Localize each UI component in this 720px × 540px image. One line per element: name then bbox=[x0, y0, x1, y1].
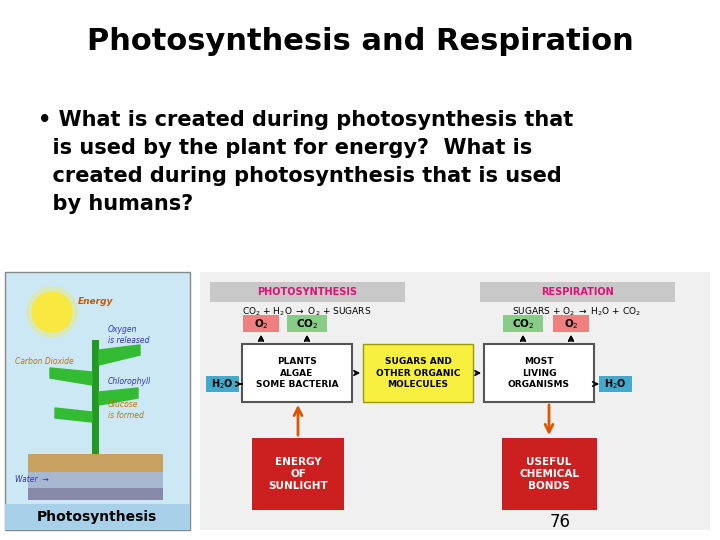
Text: Glucose
is formed: Glucose is formed bbox=[108, 400, 144, 420]
Text: CO$_2$ + H$_2$O $\rightarrow$ O$_2$ + SUGARS: CO$_2$ + H$_2$O $\rightarrow$ O$_2$ + SU… bbox=[243, 306, 372, 318]
Text: CO$_2$: CO$_2$ bbox=[512, 317, 534, 331]
Polygon shape bbox=[99, 345, 140, 365]
FancyBboxPatch shape bbox=[484, 344, 594, 402]
Text: 76: 76 bbox=[549, 513, 570, 531]
Text: Energy: Energy bbox=[78, 298, 114, 307]
FancyBboxPatch shape bbox=[502, 438, 597, 510]
FancyBboxPatch shape bbox=[599, 376, 632, 392]
Text: USEFUL
CHEMICAL
BONDS: USEFUL CHEMICAL BONDS bbox=[519, 457, 579, 491]
Polygon shape bbox=[50, 368, 92, 385]
Text: RESPIRATION: RESPIRATION bbox=[541, 287, 613, 297]
FancyBboxPatch shape bbox=[28, 472, 163, 488]
FancyBboxPatch shape bbox=[210, 282, 405, 302]
Circle shape bbox=[27, 287, 77, 337]
Circle shape bbox=[32, 292, 72, 332]
FancyBboxPatch shape bbox=[206, 376, 239, 392]
FancyBboxPatch shape bbox=[243, 315, 279, 332]
Text: Chlorophyll: Chlorophyll bbox=[108, 377, 151, 387]
FancyBboxPatch shape bbox=[92, 340, 99, 460]
FancyBboxPatch shape bbox=[553, 315, 589, 332]
Text: Photosynthesis: Photosynthesis bbox=[37, 510, 157, 524]
Text: PHOTOSYNTHESIS: PHOTOSYNTHESIS bbox=[257, 287, 357, 297]
FancyBboxPatch shape bbox=[363, 344, 473, 402]
Text: SUGARS + O$_2$ $\rightarrow$ H$_2$O + CO$_2$: SUGARS + O$_2$ $\rightarrow$ H$_2$O + CO… bbox=[513, 306, 642, 318]
FancyBboxPatch shape bbox=[28, 488, 163, 500]
Text: • What is created during photosynthesis that
  is used by the plant for energy? : • What is created during photosynthesis … bbox=[38, 110, 573, 214]
FancyBboxPatch shape bbox=[28, 454, 163, 472]
Text: Photosynthesis and Respiration: Photosynthesis and Respiration bbox=[86, 28, 634, 57]
FancyBboxPatch shape bbox=[200, 272, 710, 530]
FancyBboxPatch shape bbox=[242, 344, 352, 402]
Text: Carbon Dioxide: Carbon Dioxide bbox=[15, 357, 73, 367]
Text: SUGARS AND
OTHER ORGANIC
MOLECULES: SUGARS AND OTHER ORGANIC MOLECULES bbox=[376, 357, 460, 389]
Text: ENERGY
OF
SUNLIGHT: ENERGY OF SUNLIGHT bbox=[268, 457, 328, 491]
Text: PLANTS
ALGAE
SOME BACTERIA: PLANTS ALGAE SOME BACTERIA bbox=[256, 357, 338, 389]
FancyBboxPatch shape bbox=[252, 438, 344, 510]
FancyBboxPatch shape bbox=[503, 315, 543, 332]
Text: Oxygen
is released: Oxygen is released bbox=[108, 325, 150, 345]
FancyBboxPatch shape bbox=[5, 272, 190, 530]
Text: H$_2$O: H$_2$O bbox=[603, 377, 626, 391]
Text: Water  →: Water → bbox=[15, 476, 49, 484]
Text: MOST
LIVING
ORGANISMS: MOST LIVING ORGANISMS bbox=[508, 357, 570, 389]
FancyBboxPatch shape bbox=[5, 504, 190, 530]
Text: H$_2$O: H$_2$O bbox=[211, 377, 233, 391]
FancyBboxPatch shape bbox=[480, 282, 675, 302]
FancyBboxPatch shape bbox=[287, 315, 327, 332]
Text: O$_2$: O$_2$ bbox=[564, 317, 578, 331]
Text: O$_2$: O$_2$ bbox=[253, 317, 269, 331]
Text: CO$_2$: CO$_2$ bbox=[296, 317, 318, 331]
Polygon shape bbox=[99, 388, 138, 405]
Polygon shape bbox=[55, 408, 92, 422]
